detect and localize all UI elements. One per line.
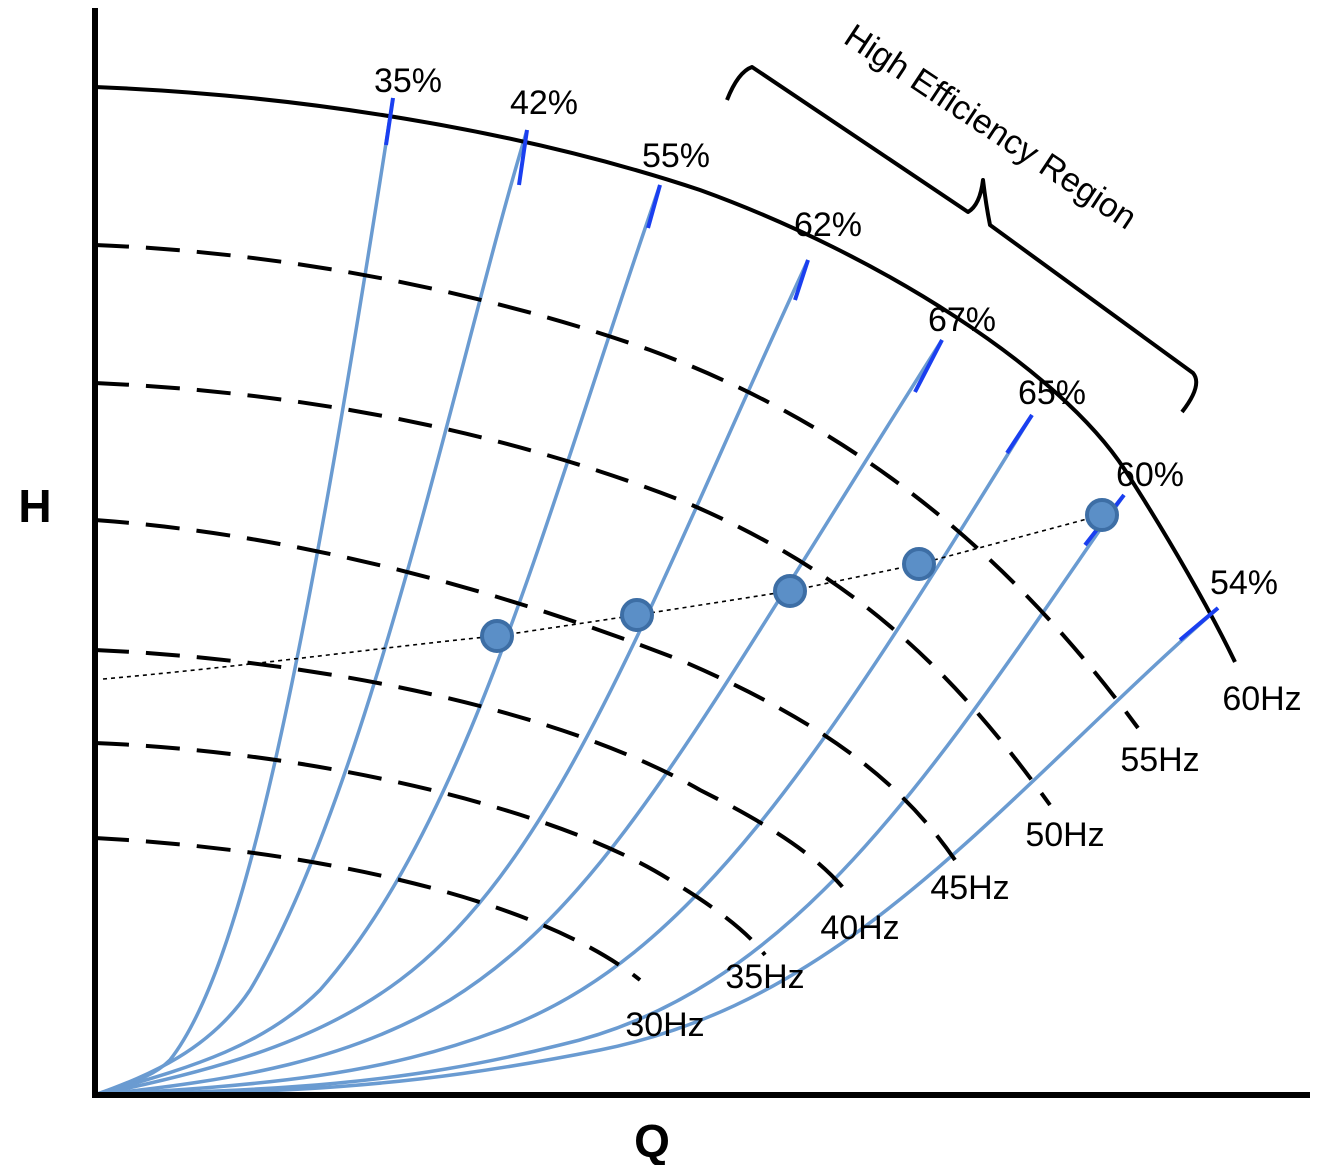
efficiency-curve-35pct [94, 97, 395, 1097]
speed-label-30hz: 30Hz [625, 1006, 704, 1044]
high-efficiency-region-label: High Efficiency Region [838, 17, 1144, 237]
efficiency-label-60pct: 60% [1116, 456, 1184, 494]
operating-point-3 [773, 574, 807, 608]
efficiency-curve-60pct [94, 494, 1126, 1097]
efficiency-label-42pct: 42% [510, 84, 578, 122]
efficiency-label-55pct: 55% [642, 137, 710, 175]
speed-label-60hz: 60Hz [1222, 680, 1301, 718]
efficiency-tick-42pct [517, 129, 529, 186]
y-axis-label: H [18, 480, 51, 532]
efficiency-label-35pct: 35% [374, 62, 442, 100]
efficiency-tick-55pct [646, 184, 662, 229]
efficiency-tick-35pct [384, 97, 395, 146]
speed-curve-50hz [94, 381, 1052, 807]
efficiency-curve-42pct [94, 129, 529, 1097]
efficiency-tick-62pct [793, 259, 810, 301]
efficiency-label-67pct: 67% [928, 301, 996, 339]
operating-point-4 [902, 547, 936, 581]
curves-layer [94, 85, 1237, 1097]
speed-curve-30hz [94, 836, 642, 982]
speed-curve-40hz [94, 648, 847, 892]
speed-label-35hz: 35Hz [725, 958, 804, 996]
efficiency-curve-67pct [94, 339, 944, 1097]
operating-point-1 [480, 619, 514, 653]
efficiency-curve-65pct [94, 414, 1034, 1097]
x-axis-label: Q [634, 1115, 670, 1165]
speed-label-50hz: 50Hz [1025, 816, 1104, 854]
efficiency-curve-55pct [94, 184, 662, 1097]
efficiency-label-54pct: 54% [1210, 564, 1278, 602]
speed-curve-60hz [94, 85, 1237, 663]
speed-curve-55hz [94, 243, 1140, 730]
efficiency-tick-54pct [1178, 606, 1220, 642]
speed-label-55hz: 55Hz [1120, 741, 1199, 779]
efficiency-label-65pct: 65% [1018, 374, 1086, 412]
operating-point-2 [620, 598, 654, 632]
high-efficiency-bracket [725, 65, 1199, 414]
labels-layer: 60Hz 55Hz 50Hz 45Hz 40Hz 35Hz 30Hz 35% 42% 55% 62%… [374, 62, 1302, 1044]
speed-curve-45hz [94, 518, 957, 862]
speed-label-40hz: 40Hz [820, 909, 899, 947]
efficiency-curve-62pct [94, 259, 810, 1097]
speed-curve-35hz [94, 741, 767, 957]
efficiency-label-62pct: 62% [794, 206, 862, 244]
operating-point-5 [1085, 498, 1119, 532]
axes-layer [92, 8, 1310, 1098]
efficiency-curve-54pct [94, 606, 1220, 1097]
speed-label-45hz: 45Hz [930, 869, 1009, 907]
efficiency-tick-65pct [1005, 413, 1034, 455]
efficiency-tick-67pct [913, 339, 944, 393]
